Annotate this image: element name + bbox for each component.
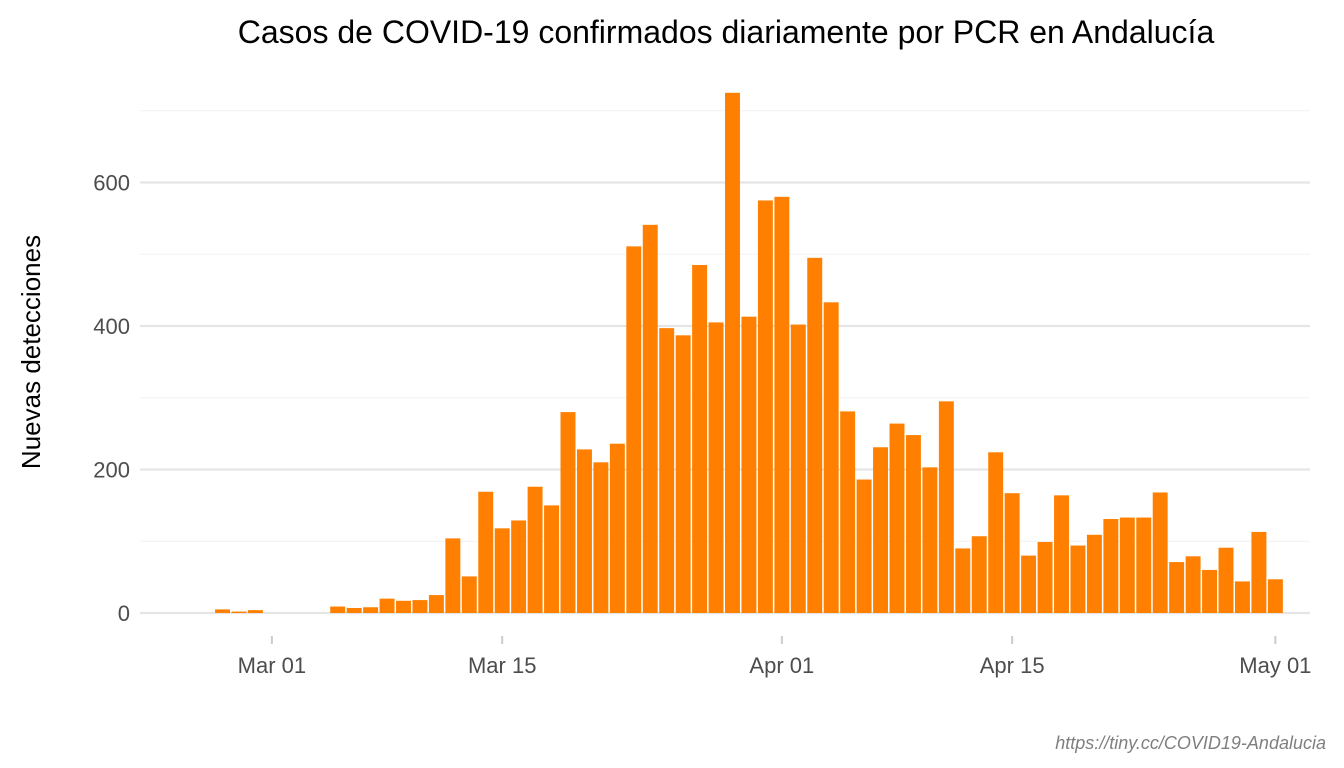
bar xyxy=(1004,493,1020,613)
bar xyxy=(790,324,806,613)
x-tick-label: Mar 15 xyxy=(468,653,536,678)
y-tick-label: 600 xyxy=(93,171,130,196)
bar xyxy=(527,486,543,613)
bar xyxy=(626,246,642,614)
bar xyxy=(445,538,461,613)
bar xyxy=(692,265,708,613)
source-caption: https://tiny.cc/COVID19-Andalucia xyxy=(1055,733,1326,753)
y-axis-label: Nuevas detecciones xyxy=(16,235,46,469)
bar xyxy=(593,462,609,613)
bar xyxy=(396,600,411,613)
y-axis: 0 200 400 600 xyxy=(93,171,130,627)
bar xyxy=(823,302,839,613)
bar xyxy=(840,411,856,613)
bar xyxy=(971,536,987,613)
y-tick-label: 0 xyxy=(118,601,130,626)
bar xyxy=(1103,519,1119,613)
bar xyxy=(922,467,938,613)
bar xyxy=(412,600,428,613)
bar xyxy=(741,316,757,613)
bar xyxy=(1136,517,1152,613)
bar xyxy=(675,335,691,613)
bar xyxy=(659,328,675,613)
bar xyxy=(1086,534,1102,613)
bar xyxy=(856,479,872,613)
bar xyxy=(1251,531,1267,613)
bar xyxy=(1234,581,1250,613)
bar xyxy=(1037,541,1053,613)
bar xyxy=(708,322,724,613)
bar xyxy=(478,491,494,613)
y-tick-label: 400 xyxy=(93,314,130,339)
x-tick-label: Mar 01 xyxy=(238,653,306,678)
x-tick-label: May 01 xyxy=(1239,653,1311,678)
bar xyxy=(988,452,1004,613)
bar xyxy=(231,611,247,613)
bar xyxy=(1267,579,1283,613)
bar xyxy=(955,548,971,613)
bar xyxy=(544,505,560,614)
bar xyxy=(1169,562,1185,613)
bar xyxy=(330,606,346,613)
bar xyxy=(1054,495,1069,613)
bar xyxy=(379,598,395,613)
bar xyxy=(346,607,362,613)
x-axis: Mar 01 Mar 15 Apr 01 Apr 15 May 01 xyxy=(238,636,1311,678)
bar xyxy=(1185,556,1201,613)
bar xyxy=(576,449,592,613)
bar xyxy=(757,200,773,613)
bar xyxy=(511,520,527,613)
x-tick-label: Apr 01 xyxy=(749,653,814,678)
bar xyxy=(609,443,625,613)
y-tick-label: 200 xyxy=(93,458,130,483)
bar xyxy=(1021,555,1037,613)
bar xyxy=(560,412,576,613)
bar xyxy=(905,435,921,613)
chart-title: Casos de COVID-19 confirmados diariament… xyxy=(238,14,1215,50)
bar xyxy=(461,576,477,613)
bar xyxy=(873,447,889,613)
bar xyxy=(725,92,740,613)
bar xyxy=(494,528,510,613)
bar xyxy=(1218,547,1234,613)
bars xyxy=(215,92,1283,614)
bar xyxy=(642,224,658,613)
bar xyxy=(938,401,954,613)
bar xyxy=(1152,492,1168,613)
bar xyxy=(1202,569,1218,613)
bar xyxy=(807,257,823,613)
bar xyxy=(215,609,231,613)
bar xyxy=(428,595,444,613)
bar xyxy=(774,196,790,613)
bar xyxy=(363,607,379,613)
bar xyxy=(1119,517,1135,613)
x-tick-label: Apr 15 xyxy=(980,653,1045,678)
bar xyxy=(889,423,905,613)
bar xyxy=(1070,545,1086,613)
bar xyxy=(247,610,263,613)
